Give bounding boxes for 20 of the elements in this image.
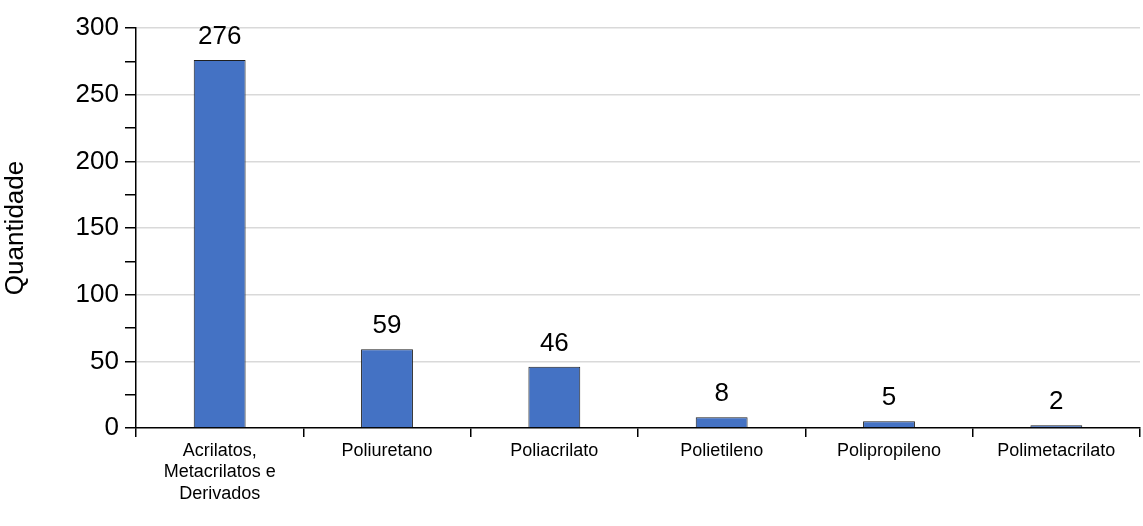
data-label: 5 xyxy=(881,381,897,412)
data-label: 59 xyxy=(372,309,402,340)
x-tick-label: Polimetacrilato xyxy=(997,439,1116,460)
x-tick-label: Poliuretano xyxy=(341,439,433,460)
y-tick-label: 50 xyxy=(90,344,119,375)
data-label: 276 xyxy=(197,20,242,50)
y-tick-label: 150 xyxy=(75,211,119,242)
data-label: 2 xyxy=(1049,385,1064,416)
y-tick-label: 250 xyxy=(75,77,119,108)
data-label: 8 xyxy=(714,377,729,408)
x-tick-label: Poliacrilato xyxy=(510,439,599,460)
x-tick-label: Polietileno xyxy=(680,439,764,460)
x-tick-label: Acrilatos, Metacrilatos e Derivados xyxy=(163,439,276,503)
y-axis-title: Quantidade xyxy=(0,160,29,296)
y-tick-label: 300 xyxy=(75,11,119,42)
y-tick-label: 200 xyxy=(75,144,119,175)
data-label: 46 xyxy=(539,326,569,357)
x-tick-label: Polipropileno xyxy=(836,439,942,460)
y-tick-label: 0 xyxy=(104,411,119,442)
y-tick-label: 100 xyxy=(75,277,119,308)
